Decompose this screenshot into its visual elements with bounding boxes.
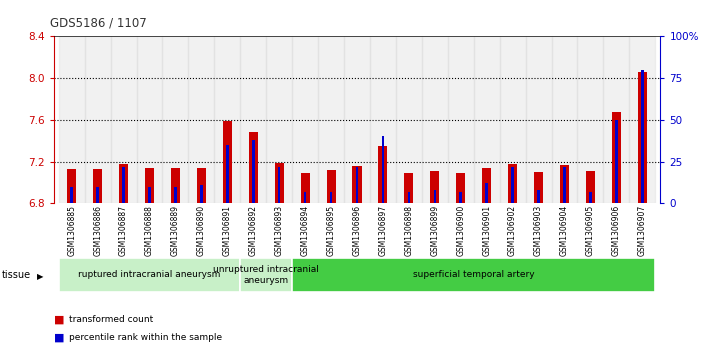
Bar xyxy=(275,163,283,203)
FancyBboxPatch shape xyxy=(292,258,655,291)
Bar xyxy=(119,164,128,203)
Bar xyxy=(197,168,206,203)
Bar xyxy=(482,168,491,203)
Bar xyxy=(486,183,488,203)
Bar xyxy=(223,121,232,203)
Bar xyxy=(396,36,422,203)
Bar xyxy=(612,113,621,203)
Bar xyxy=(459,192,462,203)
Bar xyxy=(537,190,540,203)
Bar xyxy=(586,171,595,203)
Bar xyxy=(404,173,413,203)
Bar xyxy=(318,36,344,203)
Bar xyxy=(508,164,517,203)
Bar xyxy=(473,36,500,203)
Bar xyxy=(241,36,266,203)
Bar xyxy=(326,170,336,203)
Bar xyxy=(67,169,76,203)
Bar xyxy=(200,185,203,203)
Bar xyxy=(122,167,125,203)
Bar xyxy=(304,192,306,203)
Bar xyxy=(422,36,448,203)
Bar xyxy=(589,192,592,203)
Bar xyxy=(71,187,73,203)
Bar xyxy=(174,187,177,203)
Bar xyxy=(629,36,655,203)
Text: transformed count: transformed count xyxy=(69,315,154,324)
Bar xyxy=(578,36,603,203)
Bar xyxy=(560,165,569,203)
Bar xyxy=(551,36,578,203)
Text: unruptured intracranial
aneurysm: unruptured intracranial aneurysm xyxy=(213,265,319,285)
Bar xyxy=(344,36,370,203)
Bar xyxy=(301,173,310,203)
Bar xyxy=(188,36,214,203)
Text: ■: ■ xyxy=(54,333,64,343)
Bar xyxy=(378,146,388,203)
Bar xyxy=(603,36,629,203)
Bar xyxy=(500,36,526,203)
FancyBboxPatch shape xyxy=(59,258,241,291)
Bar xyxy=(292,36,318,203)
Bar xyxy=(93,169,102,203)
Text: ▶: ▶ xyxy=(37,272,44,281)
Bar xyxy=(278,167,281,203)
Bar xyxy=(59,36,85,203)
Bar xyxy=(431,171,439,203)
Bar xyxy=(456,173,466,203)
Bar xyxy=(353,166,361,203)
Bar xyxy=(511,167,514,203)
Bar xyxy=(96,187,99,203)
Bar xyxy=(136,36,163,203)
Bar xyxy=(370,36,396,203)
Bar xyxy=(226,145,228,203)
Bar xyxy=(638,72,647,203)
Bar xyxy=(330,192,332,203)
Text: tissue: tissue xyxy=(1,270,31,280)
Bar xyxy=(145,168,154,203)
Bar xyxy=(448,36,473,203)
Bar xyxy=(563,167,565,203)
Bar xyxy=(534,172,543,203)
Bar xyxy=(252,140,255,203)
FancyBboxPatch shape xyxy=(241,258,292,291)
Text: ■: ■ xyxy=(54,314,64,325)
Bar xyxy=(526,36,551,203)
Bar xyxy=(111,36,136,203)
Bar xyxy=(356,167,358,203)
Bar xyxy=(149,187,151,203)
Bar xyxy=(85,36,111,203)
Bar xyxy=(641,70,643,203)
Bar xyxy=(615,120,618,203)
Bar xyxy=(214,36,241,203)
Text: GDS5186 / 1107: GDS5186 / 1107 xyxy=(50,16,147,29)
Bar xyxy=(266,36,292,203)
Bar xyxy=(382,136,384,203)
Bar xyxy=(163,36,188,203)
Bar xyxy=(433,190,436,203)
Text: percentile rank within the sample: percentile rank within the sample xyxy=(69,333,222,342)
Text: ruptured intracranial aneurysm: ruptured intracranial aneurysm xyxy=(79,270,221,280)
Text: superficial temporal artery: superficial temporal artery xyxy=(413,270,535,280)
Bar xyxy=(248,132,258,203)
Bar xyxy=(408,192,410,203)
Bar xyxy=(171,168,180,203)
